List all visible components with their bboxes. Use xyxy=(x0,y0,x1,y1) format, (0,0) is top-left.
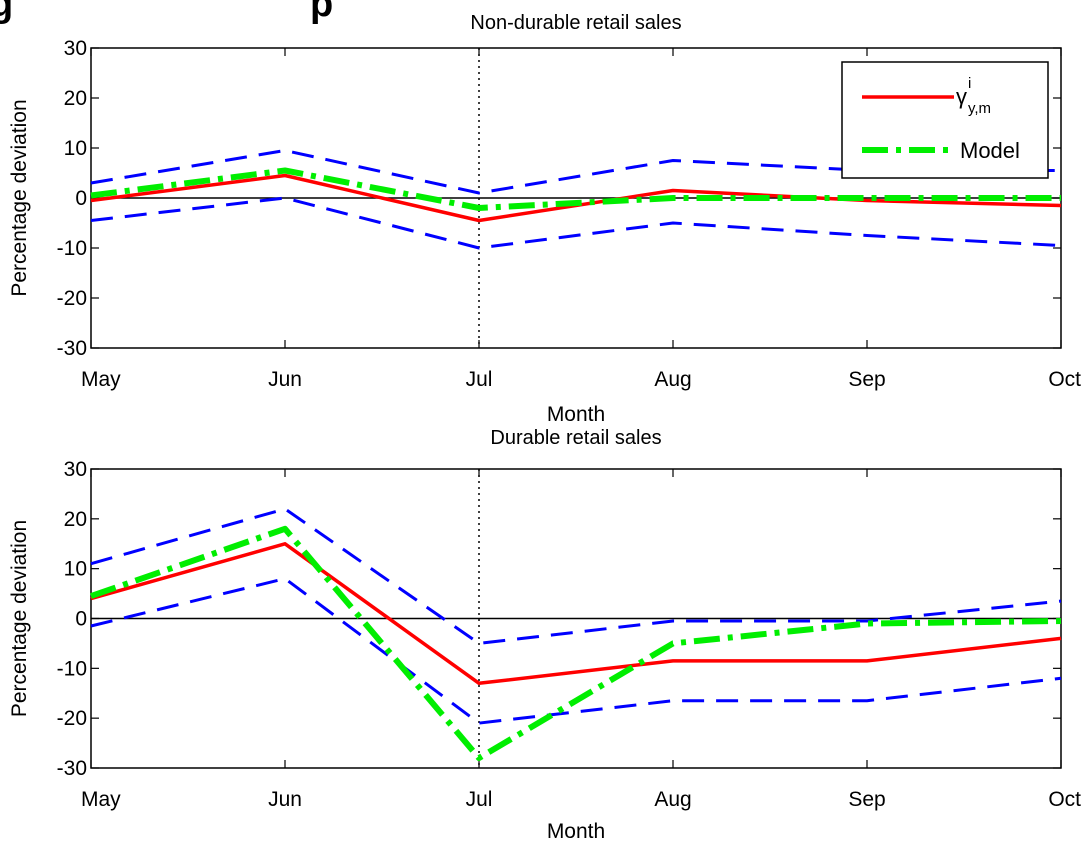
y-tick-label: -30 xyxy=(57,337,87,360)
cut-title-fragment-right: p xyxy=(310,0,333,25)
legend-box xyxy=(841,61,1049,179)
legend-label-data-base: γ xyxy=(956,84,967,109)
chart-title: Non-durable retail sales xyxy=(470,12,681,34)
y-tick-label: 0 xyxy=(75,187,87,210)
series-line-model xyxy=(90,167,1061,211)
x-tick-label: May xyxy=(81,788,121,811)
x-axis-label: Month xyxy=(547,820,605,843)
y-tick-label: -10 xyxy=(57,237,87,260)
x-tick-label: Sep xyxy=(848,368,885,391)
chart-title: Durable retail sales xyxy=(490,427,661,449)
y-tick-label: 0 xyxy=(75,608,87,631)
x-tick-label: Aug xyxy=(654,368,691,391)
y-tick-label: 10 xyxy=(64,558,87,581)
chart-panel-1: -30 -20 -10 0 10 20 30 May Jun Jul Aug Sep Oct Non-du… xyxy=(8,12,1081,426)
x-tick-label: Oct xyxy=(1048,368,1081,391)
y-axis-label: Percentage deviation xyxy=(8,99,31,296)
x-tick-label: Aug xyxy=(654,788,691,811)
y-tick-label: -10 xyxy=(57,657,87,680)
x-tick-label: Jun xyxy=(268,368,302,391)
chart-panels: -30 -20 -10 0 10 20 30 May Jun Jul Aug Sep Oct Non-du… xyxy=(8,12,1081,843)
legend-label-data-sub: y,m xyxy=(968,100,991,117)
series-line-upper-band xyxy=(90,507,1062,645)
x-tick-label: Oct xyxy=(1048,788,1081,811)
x-tick-label: Jul xyxy=(466,368,493,391)
legend: γi y,m Model xyxy=(841,61,1049,179)
series-line-lower-band xyxy=(90,196,1062,250)
y-tick-label: -20 xyxy=(57,287,87,310)
x-axis-label: Month xyxy=(547,403,605,426)
cut-title-fragment: g xyxy=(0,0,13,25)
y-tick-label: -20 xyxy=(57,707,87,730)
y-tick-label: 10 xyxy=(64,137,87,160)
y-tick-label: 20 xyxy=(64,508,87,531)
legend-label-data-sup: i xyxy=(968,75,971,92)
y-axis-label: Percentage deviation xyxy=(8,520,31,717)
chart-panel-2: -30 -20 -10 0 10 20 30 May Jun Jul Aug Sep Oct Durabl… xyxy=(8,427,1081,843)
y-tick-label: 20 xyxy=(64,87,87,110)
x-tick-label: Jun xyxy=(268,788,302,811)
series-line-data xyxy=(90,542,1062,686)
y-tick-label: 30 xyxy=(64,458,87,481)
y-tick-label: 30 xyxy=(64,37,87,60)
series-line-model xyxy=(90,525,1062,761)
x-tick-label: Jul xyxy=(466,788,493,811)
x-tick-label: May xyxy=(81,368,121,391)
legend-label-model: Model xyxy=(960,138,1020,163)
y-tick-label: -30 xyxy=(57,757,87,780)
series-line-lower-band xyxy=(90,577,1062,725)
x-tick-label: Sep xyxy=(848,788,885,811)
